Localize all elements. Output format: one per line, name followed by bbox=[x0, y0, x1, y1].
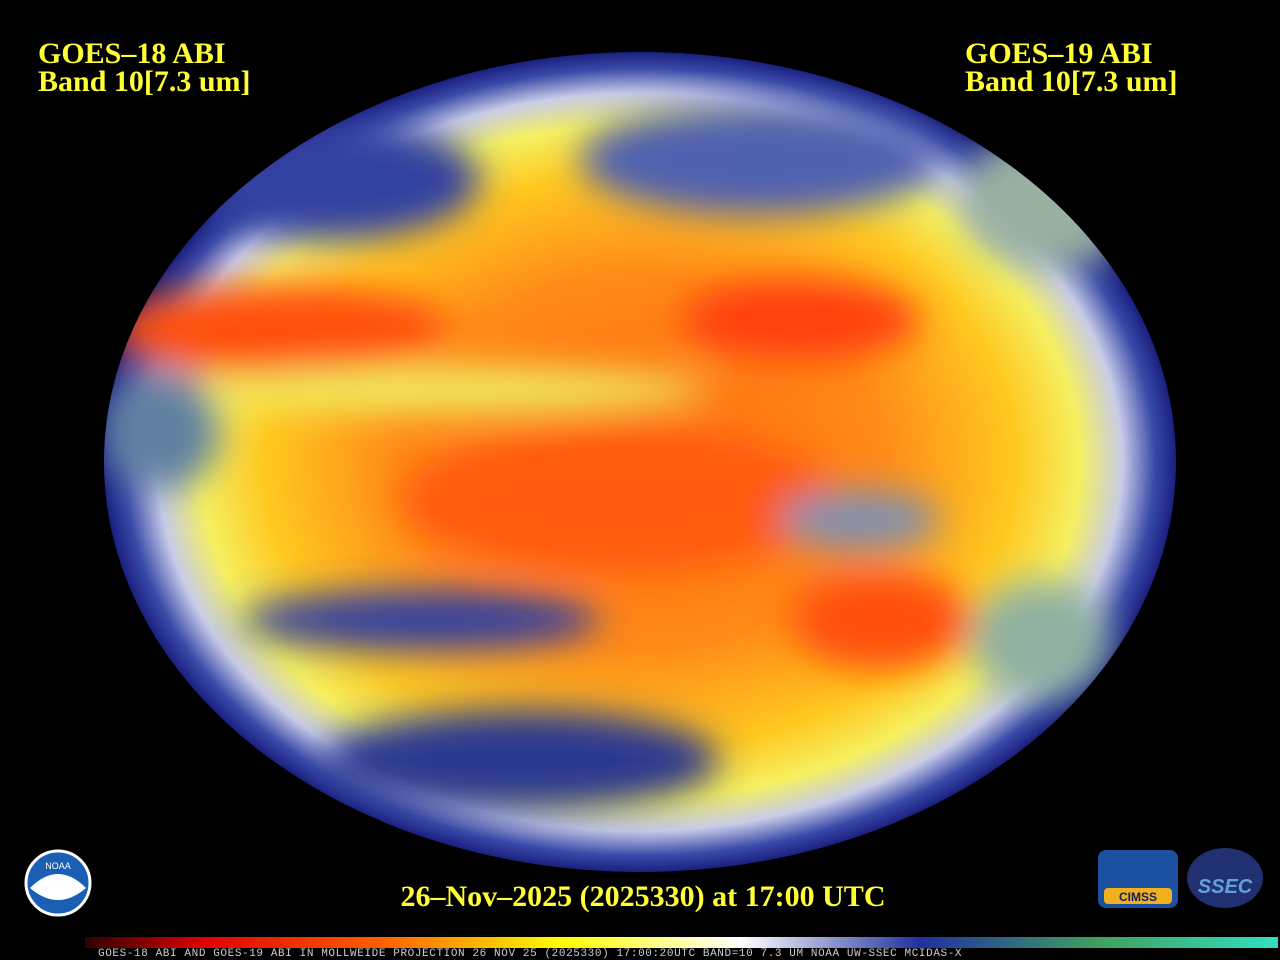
noaa-logo: NOAA bbox=[24, 849, 92, 917]
noaa-text: NOAA bbox=[45, 861, 71, 871]
footer: GOES-18 ABI AND GOES-19 ABI IN MOLLWEIDE… bbox=[98, 948, 962, 960]
right-satellite: GOES–19 ABI bbox=[965, 37, 1153, 70]
ssec-logo: SSEC bbox=[1187, 848, 1263, 908]
color-bar bbox=[85, 937, 1278, 948]
right-band: Band 10[7.3 um] bbox=[965, 65, 1178, 98]
left-satellite: GOES–18 ABI bbox=[38, 37, 226, 70]
timestamp: 26–Nov–2025 (2025330) at 17:00 UTC bbox=[401, 880, 886, 913]
cimss-logo: CIMSS bbox=[1098, 850, 1178, 908]
cimss-text: CIMSS bbox=[1119, 890, 1157, 904]
left-band: Band 10[7.3 um] bbox=[38, 65, 251, 98]
cloud-features bbox=[104, 105, 1140, 810]
ssec-text: SSEC bbox=[1198, 876, 1253, 898]
